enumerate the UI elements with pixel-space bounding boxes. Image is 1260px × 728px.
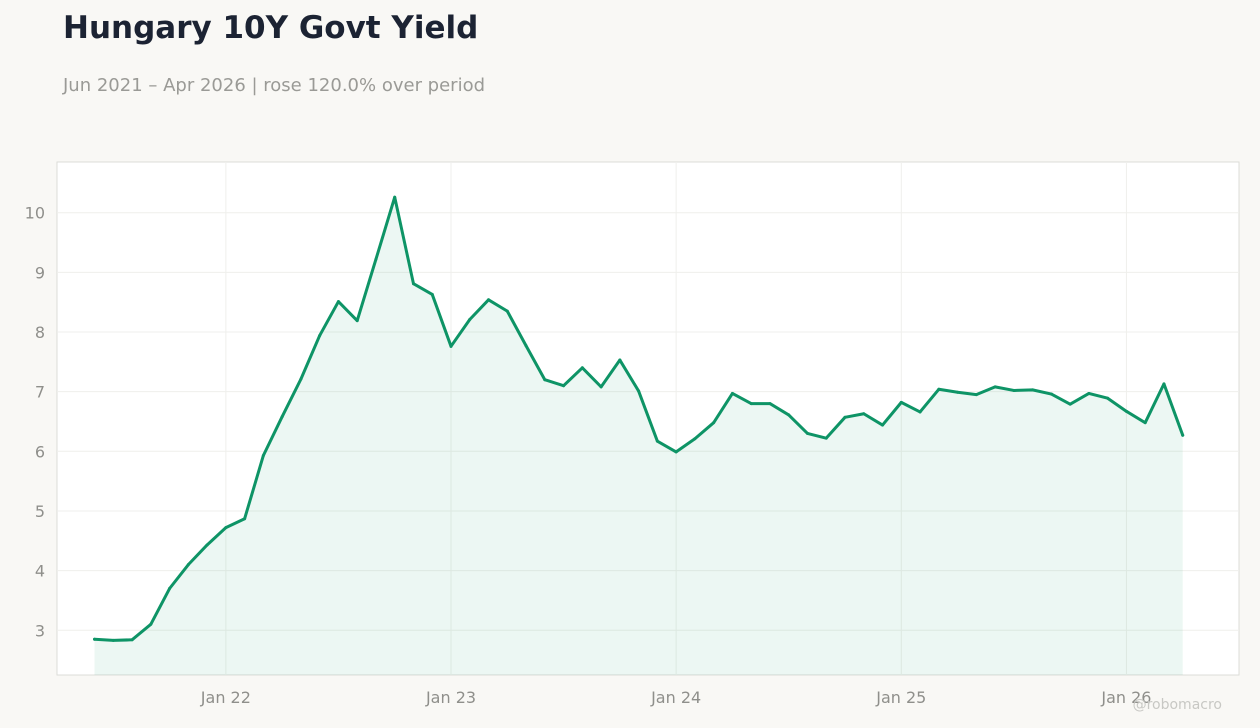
data-point xyxy=(805,431,809,435)
data-point xyxy=(186,563,190,567)
data-point xyxy=(411,282,415,286)
data-point xyxy=(768,402,772,406)
watermark: @robomacro xyxy=(1132,697,1222,713)
x-tick-label: Jan 26 xyxy=(1100,688,1151,707)
data-point xyxy=(299,377,303,381)
data-point xyxy=(1087,391,1091,395)
y-tick-label: 3 xyxy=(35,621,45,640)
data-point xyxy=(93,637,97,641)
data-point xyxy=(918,410,922,414)
data-point xyxy=(824,436,828,440)
data-point xyxy=(693,437,697,441)
chart-subtitle: Jun 2021 – Apr 2026 | rose 120.0% over p… xyxy=(63,75,486,96)
data-point xyxy=(168,587,172,591)
x-tick-label: Jan 23 xyxy=(425,688,476,707)
data-point xyxy=(1162,382,1166,386)
data-point xyxy=(974,393,978,397)
x-axis: Jan 22 Jan 23 Jan 24 Jan 25 Jan 26 xyxy=(200,688,1152,707)
data-point xyxy=(543,378,547,382)
data-point xyxy=(1124,409,1128,413)
data-point xyxy=(1143,421,1147,425)
y-tick-label: 7 xyxy=(35,383,45,402)
data-point xyxy=(524,344,528,348)
data-point xyxy=(899,400,903,404)
y-tick-label: 10 xyxy=(25,204,45,223)
data-point xyxy=(487,298,491,302)
data-point xyxy=(224,526,228,530)
data-point xyxy=(956,390,960,394)
y-tick-label: 9 xyxy=(35,263,45,282)
data-point xyxy=(881,423,885,427)
data-point xyxy=(937,387,941,391)
y-tick-label: 8 xyxy=(35,323,45,342)
data-point xyxy=(655,439,659,443)
data-point xyxy=(336,300,340,304)
data-point xyxy=(505,309,509,313)
data-point xyxy=(280,415,284,419)
data-point xyxy=(261,453,265,457)
x-tick-label: Jan 22 xyxy=(200,688,251,707)
y-axis: 3 4 5 6 7 8 9 10 xyxy=(25,204,45,641)
data-point xyxy=(674,450,678,454)
data-point xyxy=(749,402,753,406)
data-point xyxy=(712,421,716,425)
data-point xyxy=(1049,392,1053,396)
data-point xyxy=(468,317,472,321)
y-tick-label: 5 xyxy=(35,502,45,521)
data-point xyxy=(862,412,866,416)
data-point xyxy=(1012,388,1016,392)
data-point xyxy=(449,344,453,348)
data-point xyxy=(318,334,322,338)
data-point xyxy=(355,319,359,323)
data-point xyxy=(205,543,209,547)
data-point xyxy=(111,638,115,642)
data-point xyxy=(599,385,603,389)
data-point xyxy=(1106,396,1110,400)
x-tick-label: Jan 24 xyxy=(650,688,701,707)
data-point xyxy=(787,413,791,417)
data-point xyxy=(1068,402,1072,406)
area-fill xyxy=(94,197,1183,675)
chart-title: Hungary 10Y Govt Yield xyxy=(63,10,479,46)
data-point xyxy=(374,257,378,261)
y-tick-label: 4 xyxy=(35,562,45,581)
data-point xyxy=(430,292,434,296)
y-tick-label: 6 xyxy=(35,442,45,461)
data-point xyxy=(243,517,247,521)
data-point xyxy=(1031,388,1035,392)
x-tick-label: Jan 25 xyxy=(875,688,926,707)
data-point xyxy=(562,384,566,388)
data-point xyxy=(843,415,847,419)
data-point xyxy=(130,638,134,642)
data-point xyxy=(993,385,997,389)
data-point xyxy=(730,391,734,395)
data-point xyxy=(1181,433,1185,437)
data-point xyxy=(618,358,622,362)
data-point xyxy=(149,622,153,626)
data-point xyxy=(637,389,641,393)
data-point xyxy=(580,366,584,370)
data-points xyxy=(93,195,1185,642)
data-point xyxy=(393,195,397,199)
